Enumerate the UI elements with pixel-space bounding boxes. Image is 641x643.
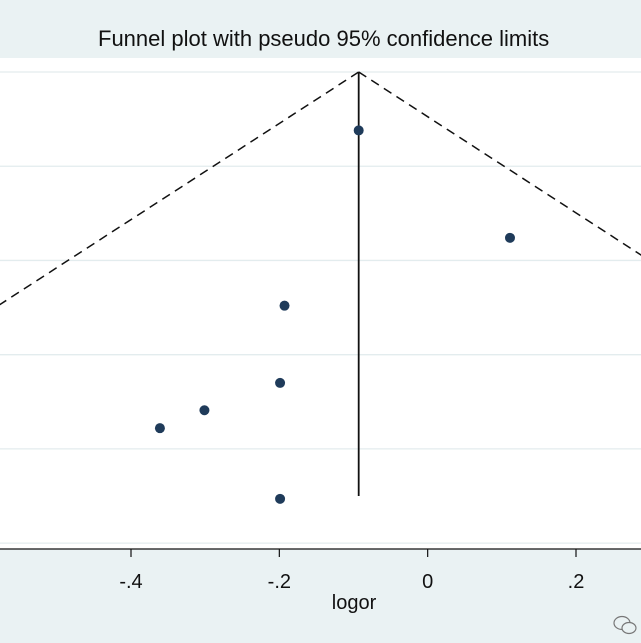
gridlines (0, 71, 641, 544)
study-point-5 (154, 423, 165, 434)
confidence-funnel (0, 71, 641, 496)
study-point-3 (275, 377, 286, 388)
wechat-icon (613, 615, 637, 635)
study-point-1 (504, 232, 515, 243)
x-tick-label-1: -.2 (268, 571, 291, 593)
study-point-2 (279, 300, 290, 311)
chart-title: Funnel plot with pseudo 95% confidence l… (98, 26, 550, 51)
study-point-4 (199, 405, 210, 416)
plot-area (0, 58, 641, 549)
x-tick-label-2: 0 (422, 571, 433, 593)
x-tick-label-0: -.4 (119, 571, 142, 593)
study-point-0 (353, 125, 364, 136)
study-point-6 (275, 493, 286, 504)
x-ticks: -.4 -.2 0 .2 (119, 549, 584, 593)
x-axis-title: logor (332, 592, 377, 614)
study-points (154, 125, 515, 504)
x-tick-label-3: .2 (568, 571, 585, 593)
